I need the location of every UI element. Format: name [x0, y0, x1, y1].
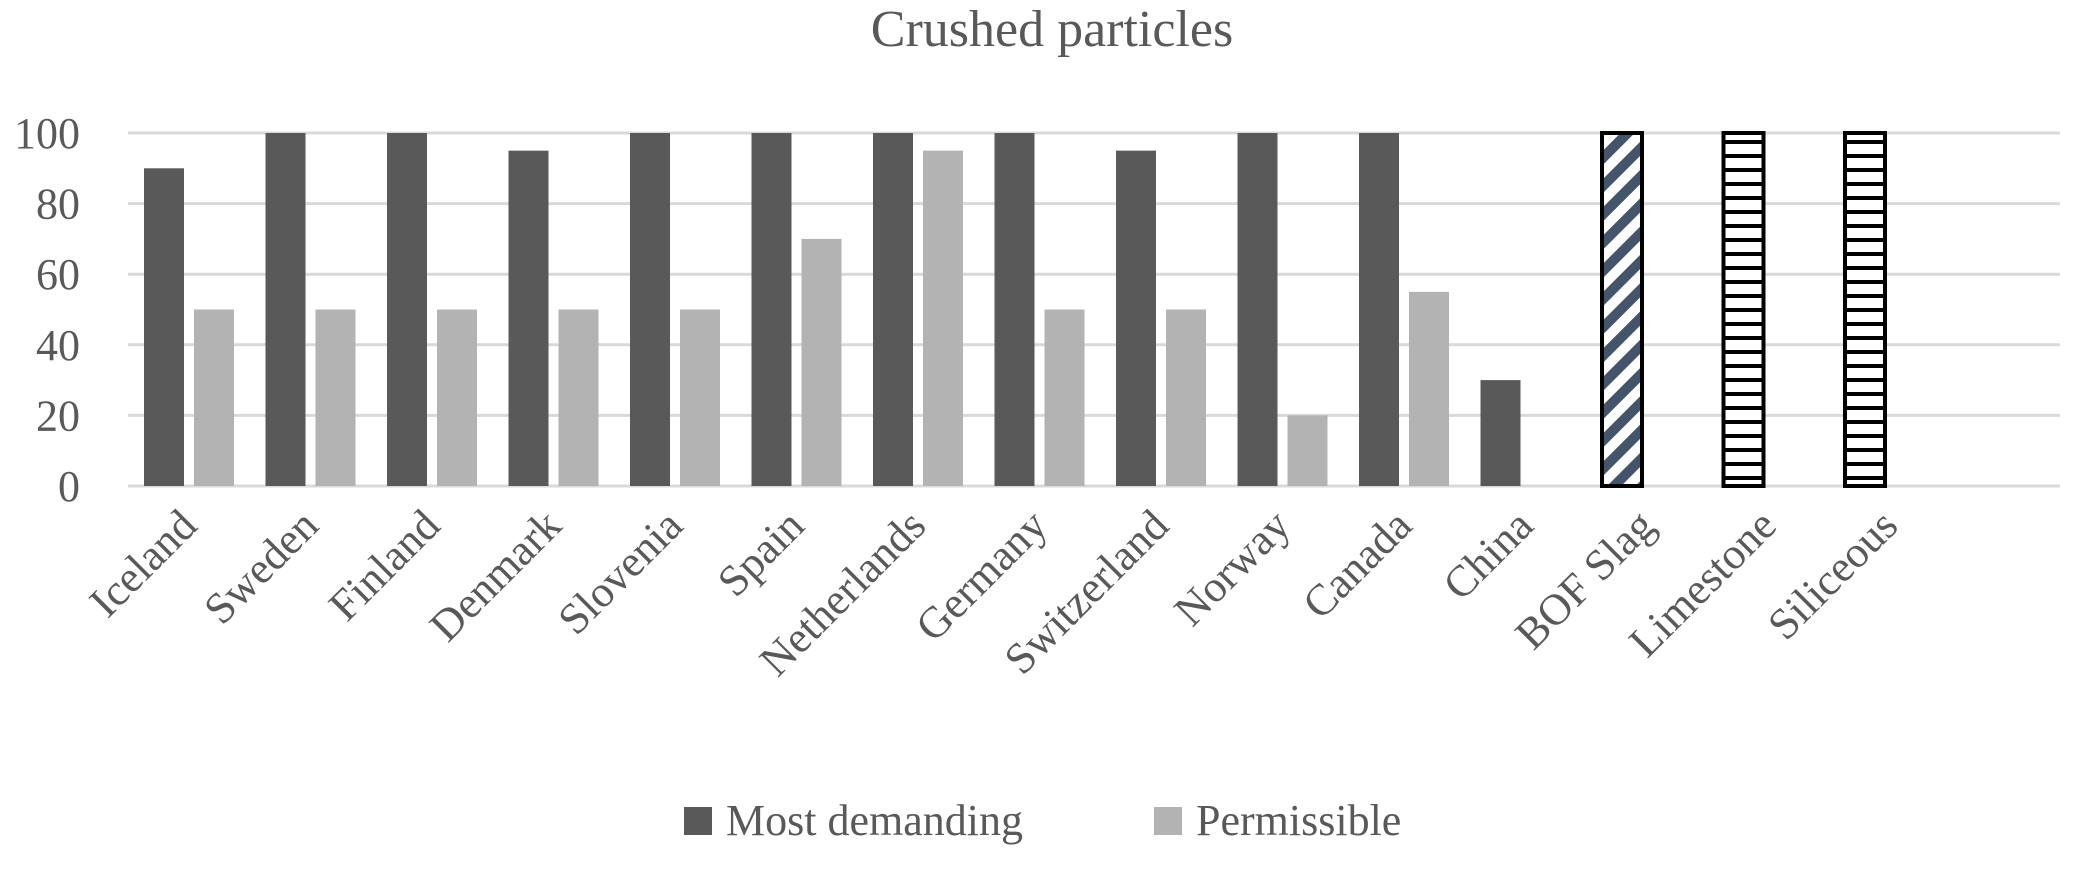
x-tick-label: Slovenia	[549, 500, 693, 644]
x-tick-label: China	[1434, 500, 1543, 609]
legend: Most demanding Permissible	[684, 796, 1401, 845]
bar-most-demanding	[751, 133, 792, 486]
bar-permissible	[923, 150, 963, 486]
x-tick-label: Iceland	[80, 500, 206, 626]
bar-permissible	[680, 309, 720, 486]
bar-most-demanding	[630, 133, 670, 486]
bar-most-demanding	[1116, 150, 1156, 486]
bar-most-demanding	[1359, 133, 1399, 486]
legend-label: Most demanding	[726, 796, 1023, 845]
x-tick-label: Norway	[1165, 500, 1300, 635]
legend-swatch	[1154, 807, 1182, 835]
bar-most-demanding	[265, 133, 306, 486]
x-tick-label: Spain	[708, 500, 814, 606]
x-tick-label: Siliceous	[1758, 500, 1907, 649]
bar-permissible	[1409, 291, 1449, 486]
bar-most-demanding	[994, 133, 1035, 486]
legend-label: Permissible	[1196, 796, 1401, 845]
x-tick-label: Canada	[1293, 500, 1421, 628]
chart-title: Crushed particles	[871, 1, 1233, 58]
x-tick-label: Sweden	[194, 500, 327, 633]
bar-permissible	[1044, 309, 1085, 486]
y-tick-label: 80	[36, 180, 80, 229]
y-tick-label: 100	[14, 109, 80, 158]
bar-permissible	[558, 309, 599, 486]
bar-permissible	[801, 238, 842, 486]
bar-permissible	[1287, 415, 1328, 486]
bar-limestone	[1721, 131, 1766, 488]
bar-most-demanding	[387, 133, 427, 486]
y-tick-label: 40	[36, 321, 80, 370]
bar-permissible	[1166, 309, 1206, 486]
bar-permissible	[315, 309, 356, 486]
y-tick-label: 0	[58, 462, 80, 511]
legend-swatch	[684, 807, 712, 835]
x-tick-label: Denmark	[420, 500, 570, 650]
bar-most-demanding	[1237, 133, 1278, 486]
bar-most-demanding	[873, 133, 913, 486]
bar-bof-slag	[1600, 131, 1644, 488]
bar-permissible	[437, 309, 477, 486]
bar-most-demanding	[144, 168, 184, 487]
bars	[144, 131, 1887, 488]
bar-most-demanding	[508, 150, 549, 486]
y-tick-label: 20	[36, 391, 80, 440]
bar-most-demanding	[1480, 380, 1521, 486]
y-axis-ticks: 0 20 40 60 80 100	[14, 109, 80, 511]
y-tick-label: 60	[36, 250, 80, 299]
bar-siliceous	[1843, 131, 1887, 488]
bar-permissible	[194, 309, 234, 486]
